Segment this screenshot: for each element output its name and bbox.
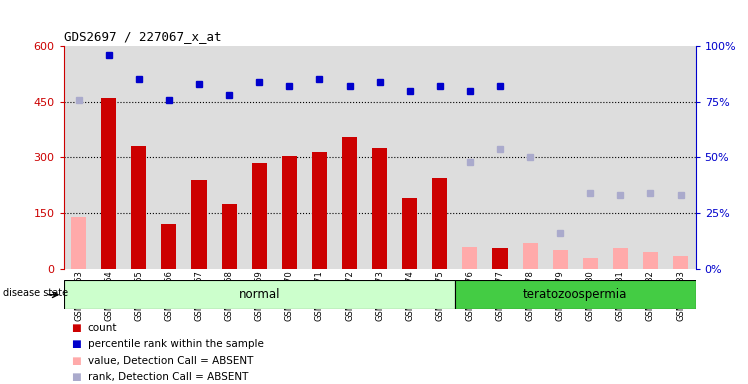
Bar [251, 163, 267, 269]
Bar [523, 243, 538, 269]
Bar [312, 152, 327, 269]
Bar [132, 146, 147, 269]
Bar [71, 217, 86, 269]
Bar [101, 98, 116, 269]
Bar [485, 46, 515, 269]
Bar [372, 148, 387, 269]
Bar [432, 178, 447, 269]
Bar [282, 156, 297, 269]
Text: rank, Detection Call = ABSENT: rank, Detection Call = ABSENT [88, 372, 248, 382]
Bar [455, 46, 485, 269]
Bar [455, 280, 696, 309]
Bar [334, 46, 364, 269]
Bar [221, 204, 236, 269]
Text: ■: ■ [71, 372, 81, 382]
Bar [123, 46, 154, 269]
Text: teratozoospermia: teratozoospermia [523, 288, 628, 301]
Bar [364, 46, 395, 269]
Bar [184, 46, 214, 269]
Bar [636, 46, 666, 269]
Text: GDS2697 / 227067_x_at: GDS2697 / 227067_x_at [64, 30, 221, 43]
Text: value, Detection Call = ABSENT: value, Detection Call = ABSENT [88, 356, 253, 366]
Bar [64, 280, 455, 309]
Bar [613, 248, 628, 269]
Bar [515, 46, 545, 269]
Text: ■: ■ [71, 339, 81, 349]
Bar [94, 46, 123, 269]
Bar [575, 46, 605, 269]
Text: count: count [88, 323, 117, 333]
Bar [553, 250, 568, 269]
Bar [342, 137, 357, 269]
Bar [154, 46, 184, 269]
Bar [673, 256, 688, 269]
Bar [304, 46, 334, 269]
Bar [244, 46, 275, 269]
Bar [214, 46, 244, 269]
Text: ■: ■ [71, 323, 81, 333]
Text: normal: normal [239, 288, 280, 301]
Bar [492, 248, 508, 269]
Bar [402, 198, 417, 269]
Bar [64, 46, 94, 269]
Bar [605, 46, 636, 269]
Bar [395, 46, 425, 269]
Bar [275, 46, 304, 269]
Bar [643, 252, 658, 269]
Bar [162, 224, 177, 269]
Bar [462, 247, 477, 269]
Text: percentile rank within the sample: percentile rank within the sample [88, 339, 263, 349]
Bar [666, 46, 696, 269]
Bar [545, 46, 575, 269]
Bar [583, 258, 598, 269]
Text: disease state: disease state [3, 288, 68, 298]
Bar [425, 46, 455, 269]
Text: ■: ■ [71, 356, 81, 366]
Bar [191, 180, 206, 269]
